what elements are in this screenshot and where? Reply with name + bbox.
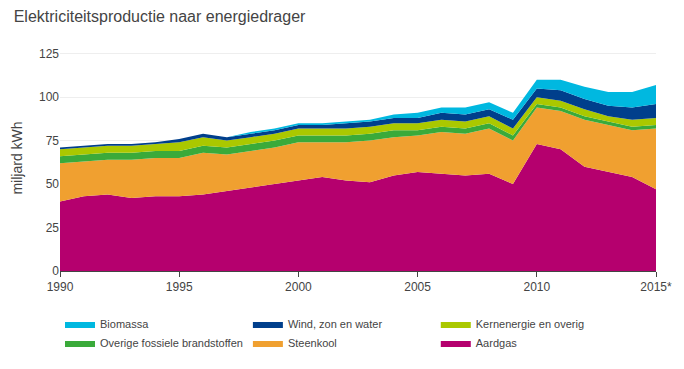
svg-text:2000: 2000 [285,280,312,294]
svg-text:2005: 2005 [404,280,431,294]
svg-text:50: 50 [46,177,60,191]
svg-text:1995: 1995 [166,280,193,294]
svg-text:Steenkool: Steenkool [288,337,337,349]
svg-text:1990: 1990 [47,280,74,294]
svg-text:0: 0 [52,264,59,278]
svg-text:100: 100 [39,90,59,104]
svg-text:Wind, zon en water: Wind, zon en water [288,318,382,330]
svg-text:Kernenergie en overig: Kernenergie en overig [476,318,584,330]
svg-text:Elektriciteitsproductie naar e: Elektriciteitsproductie naar energiedrag… [14,8,306,25]
svg-text:25: 25 [46,221,60,235]
svg-text:75: 75 [46,134,60,148]
svg-text:125: 125 [39,47,59,61]
svg-text:2015*: 2015* [640,280,672,294]
svg-text:Biomassa: Biomassa [100,318,149,330]
svg-text:Aardgas: Aardgas [476,337,517,349]
svg-text:miljard kWh: miljard kWh [9,121,25,194]
svg-text:2010: 2010 [523,280,550,294]
svg-text:Overige fossiele brandstoffen: Overige fossiele brandstoffen [100,337,243,349]
